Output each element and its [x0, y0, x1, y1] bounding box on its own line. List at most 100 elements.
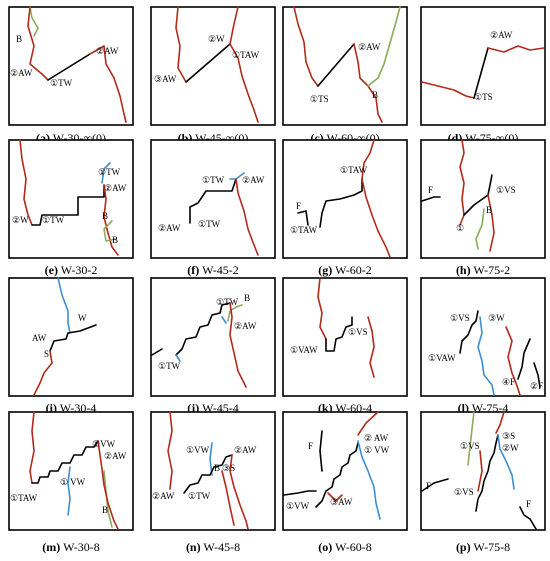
crack-line	[519, 506, 537, 530]
panel-o: F ② AW ① VW ①VW ③AW	[282, 411, 408, 531]
crack-line	[319, 178, 363, 228]
crack-line	[31, 184, 105, 226]
crack-label: B	[102, 211, 108, 221]
panel-l: ①VS ③W ①VAW ④F ②F	[420, 277, 546, 397]
crack-label: ①TW	[158, 361, 181, 371]
crack-line	[175, 302, 231, 356]
crack-line	[467, 411, 475, 466]
crack-label: ①VAW	[428, 353, 456, 363]
crack-line	[487, 45, 545, 53]
crack-label: ①TS	[310, 94, 329, 104]
panel-e-diagram: ①TW ②AW ②W ①TW B B	[8, 139, 134, 259]
crack-line	[151, 348, 163, 356]
crack-label: B	[112, 235, 118, 245]
panel-g: ①TAW F ①TAW	[282, 139, 408, 259]
crack-label: ①TW	[202, 175, 225, 185]
crack-label: ①TW	[98, 167, 121, 177]
caption-letter: (a	[36, 131, 46, 145]
crack-line	[497, 434, 515, 490]
crack-line	[49, 324, 97, 352]
panel-n: ①VW ②AW B ③S ②AW ①TW	[150, 411, 276, 531]
crack-label: ①VS	[454, 487, 474, 497]
caption-m: (m) W-30-8	[42, 540, 100, 554]
crack-line	[297, 210, 309, 226]
crack-label: W	[78, 313, 87, 323]
caption-g: (g) W-60-2	[318, 263, 372, 277]
crack-line	[229, 43, 259, 123]
crack-line	[473, 47, 489, 99]
crack-label: ①	[456, 223, 464, 233]
caption-letter: (b	[177, 131, 189, 145]
crack-label: ②AW	[242, 175, 265, 185]
crack-line	[27, 6, 49, 81]
crack-line	[495, 411, 505, 434]
crack-line	[33, 350, 53, 396]
crack-line	[317, 43, 355, 87]
crack-label: AW	[32, 333, 47, 343]
panel-frame	[150, 277, 276, 397]
panel-e: ①TW ②AW ②W ①TW B B	[8, 139, 134, 259]
caption-letter: (j	[187, 401, 196, 415]
crack-label: F	[308, 441, 313, 451]
crack-line	[361, 139, 375, 180]
crack-line	[29, 6, 39, 37]
panel-k: ①VS ①VAW	[282, 277, 408, 397]
crack-line	[421, 196, 441, 202]
caption-letter: (h	[455, 263, 467, 277]
caption-name: W-75-8	[473, 540, 511, 554]
crack-line	[229, 302, 247, 388]
crack-label: ①TAW	[340, 165, 368, 175]
caption-name: W-45-8	[203, 540, 241, 554]
caption-e: (e) W-30-2	[44, 263, 98, 277]
caption-name: W-60-8	[335, 540, 372, 554]
caption-f: (f) W-45-2	[187, 263, 239, 277]
crack-line	[475, 434, 499, 512]
crack-label: ①VW	[92, 439, 116, 449]
crack-label: ③AW	[154, 74, 177, 84]
crack-line	[477, 450, 483, 492]
crack-line	[421, 478, 449, 492]
crack-label: B	[16, 34, 22, 44]
panel-c: ②AW ①TS B	[282, 6, 408, 126]
crack-line	[319, 430, 323, 472]
crack-label: B	[244, 293, 250, 303]
crack-label: F	[428, 185, 433, 195]
crack-line	[29, 411, 35, 484]
crack-line	[517, 338, 531, 380]
panel-h: F ①VS B ①	[420, 139, 546, 259]
crack-label: ② AW	[364, 433, 389, 443]
crack-label: ① VW	[364, 445, 390, 455]
crack-line	[189, 178, 237, 224]
crack-label: ①TW	[50, 78, 73, 88]
crack-label: ①TS	[474, 92, 493, 102]
crack-line	[487, 194, 495, 252]
panel-frame	[8, 277, 134, 397]
panel-g-diagram: ①TAW F ①TAW	[282, 139, 408, 259]
caption-name: W-60-2	[335, 263, 372, 277]
crack-line	[103, 184, 119, 256]
panel-p: ③S ①VS ②W F ①VS F	[420, 411, 546, 531]
crack-line	[97, 440, 119, 530]
crack-label: ②F	[530, 381, 543, 391]
panel-l-diagram: ①VS ③W ①VAW ④F ②F	[420, 277, 546, 397]
panel-frame	[420, 277, 546, 397]
crack-label: ①VAW	[290, 345, 318, 355]
panel-frame	[8, 139, 134, 259]
crack-label: F	[426, 481, 431, 491]
panel-frame	[282, 139, 408, 259]
crack-label: ②AW	[104, 451, 127, 461]
crack-label: ③AW	[330, 497, 353, 507]
panel-f: ①TW ②AW ②AW ①TW	[150, 139, 276, 259]
caption-letter: (d	[447, 131, 459, 145]
crack-line	[477, 316, 495, 396]
crack-label: ① VW	[60, 477, 86, 487]
crack-line	[229, 6, 239, 45]
crack-label: ②AW	[158, 223, 181, 233]
crack-label: ②AW	[358, 42, 381, 52]
crack-line	[459, 310, 479, 354]
caption-letter: (p	[455, 540, 467, 554]
panel-d-diagram: ②AW ①TS	[420, 6, 546, 126]
crack-label: ①VS	[496, 185, 516, 195]
crack-label: ②W	[208, 34, 225, 44]
